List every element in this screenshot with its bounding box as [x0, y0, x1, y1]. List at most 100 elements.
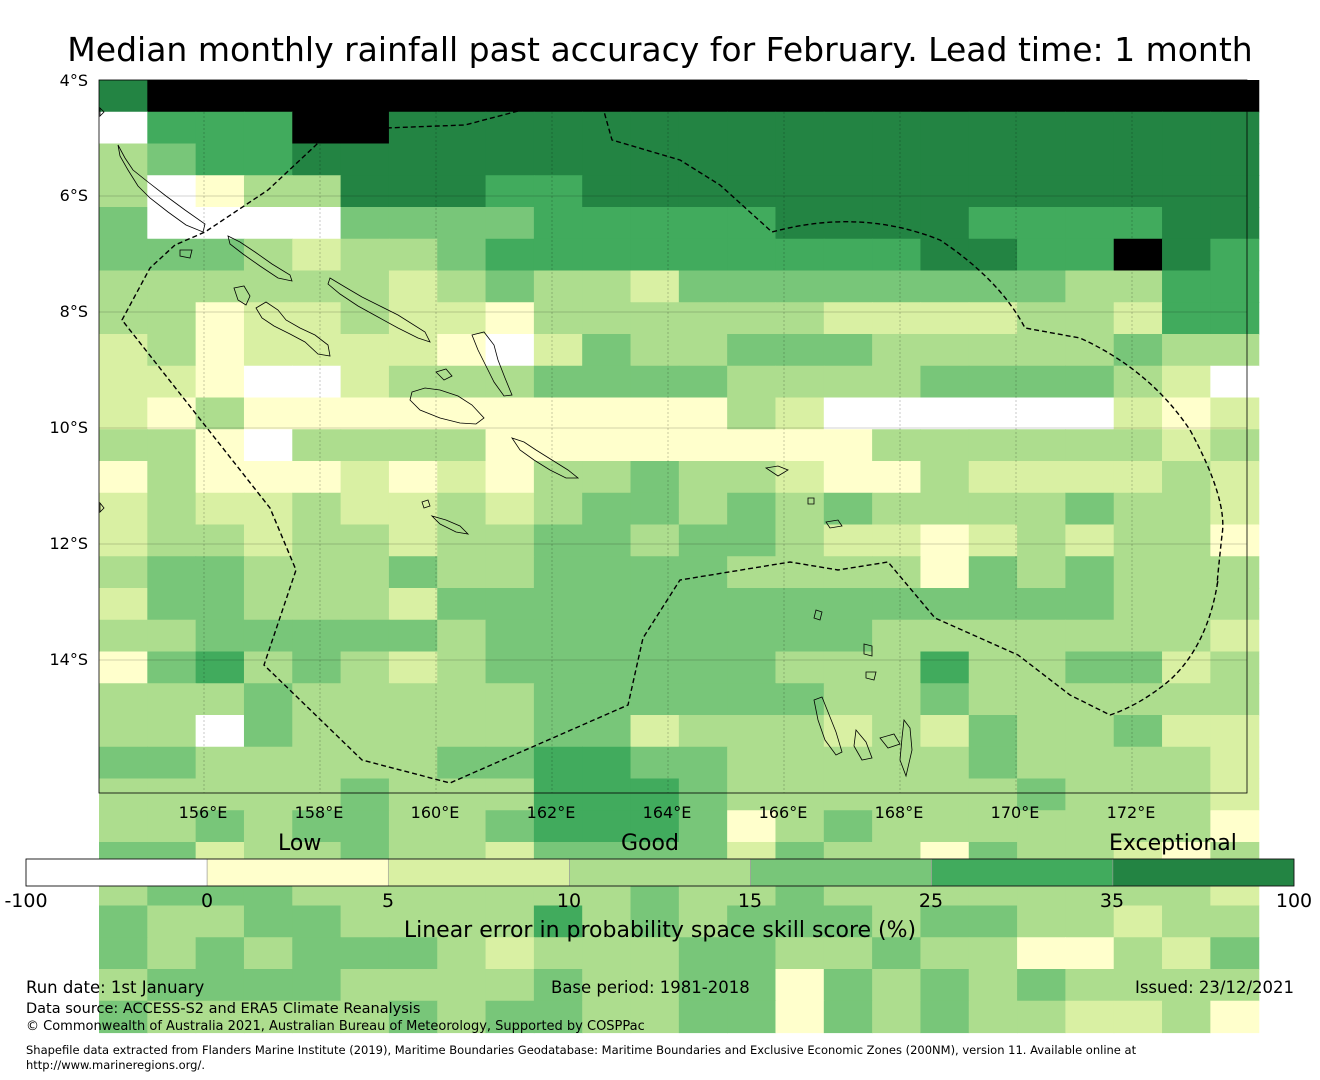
grid-cell — [678, 715, 728, 748]
grid-cell — [99, 461, 148, 494]
grid-cell — [147, 365, 197, 399]
grid-cell — [872, 397, 922, 430]
grid-cell — [1017, 683, 1066, 716]
grid-cell — [485, 683, 535, 716]
grid-cell — [582, 524, 632, 557]
grid-cell — [1162, 111, 1211, 145]
grid-cell — [292, 651, 342, 684]
grid-cell — [1113, 905, 1163, 938]
grid-cell — [630, 461, 680, 494]
grid-cell — [485, 365, 535, 399]
grid-cell — [1162, 588, 1211, 621]
grid-cell — [99, 492, 148, 526]
grid-cell — [630, 905, 680, 938]
grid-cell — [968, 270, 1018, 303]
grid-cell — [437, 937, 487, 970]
grid-cell — [775, 238, 825, 272]
grid-cell — [968, 334, 1018, 367]
grid-cell — [872, 111, 922, 145]
grid-cell — [1162, 207, 1211, 240]
grid-cell — [243, 207, 293, 240]
grid-cell — [1210, 619, 1260, 653]
grid-cell — [920, 429, 970, 462]
grid-cell — [340, 365, 390, 399]
grid-cell — [485, 524, 535, 557]
grid-cell — [340, 810, 390, 843]
grid-cell — [437, 683, 487, 716]
grid-cell — [99, 715, 148, 748]
grid-cell — [243, 683, 293, 716]
grid-cell — [485, 238, 535, 272]
grid-cell — [1162, 334, 1211, 367]
grid-cell — [1065, 619, 1115, 653]
grid-cell — [1162, 778, 1211, 811]
lon-label-172e: 172°E — [1106, 803, 1156, 822]
grid-cell — [292, 492, 342, 526]
grid-cell — [195, 80, 245, 113]
grid-cell — [1113, 429, 1163, 462]
grid-cell — [1065, 397, 1115, 430]
grid-cell — [1113, 397, 1163, 430]
colorbar-segment — [750, 858, 933, 887]
grid-cell — [99, 810, 148, 843]
grid-cell — [340, 334, 390, 367]
coastline-torres — [865, 671, 877, 681]
grid-cell — [775, 365, 825, 399]
grid-cell — [243, 905, 293, 938]
grid-cell — [99, 905, 148, 938]
grid-cell — [872, 778, 922, 811]
grid-cell — [1113, 969, 1163, 1002]
grid-cell — [243, 429, 293, 462]
coastline-ambae — [825, 519, 843, 529]
grid-cell — [292, 365, 342, 399]
coastline-espiritu-santo — [813, 696, 843, 756]
grid-cell — [1065, 143, 1115, 176]
grid-cell — [775, 111, 825, 145]
grid-cell — [1162, 651, 1211, 684]
grid-cell — [147, 746, 197, 780]
grid-cell — [968, 302, 1018, 335]
grid-cell — [533, 143, 583, 176]
grid-cell — [920, 397, 970, 430]
grid-cell — [872, 588, 922, 621]
grid-cell — [775, 905, 825, 938]
grid-cell — [678, 175, 728, 208]
grid-cell — [678, 270, 728, 303]
lon-label-156e: 156°E — [178, 803, 228, 822]
grid-cell — [1065, 111, 1115, 145]
grid-cell — [1113, 810, 1163, 843]
grid-cell — [533, 619, 583, 653]
grid-cell — [1162, 238, 1211, 272]
grid-cell — [195, 334, 245, 367]
grid-cell — [485, 619, 535, 653]
colorbar-outline — [25, 858, 1295, 887]
grid-cell — [292, 524, 342, 557]
grid-cell — [243, 461, 293, 494]
grid-cell — [388, 175, 438, 208]
grid-cell — [1210, 143, 1260, 176]
grid-cell — [388, 207, 438, 240]
colorbar-segment — [1112, 858, 1295, 887]
grid-cell — [775, 778, 825, 811]
grid-cell — [388, 270, 438, 303]
grid-cell — [388, 461, 438, 494]
lat-label-8s: 8°S — [59, 302, 88, 321]
grid-cell — [1065, 175, 1115, 208]
grid-cell — [195, 905, 245, 938]
grid-cell — [1017, 969, 1066, 1002]
grid-cell — [1017, 238, 1066, 272]
grid-cell — [147, 492, 197, 526]
grid-cell — [1113, 746, 1163, 780]
grid-cell — [437, 492, 487, 526]
grid-cell — [147, 619, 197, 653]
grid-cell — [968, 207, 1018, 240]
grid-cell — [582, 715, 632, 748]
grid-cell — [485, 969, 535, 1002]
grid-cell — [195, 302, 245, 335]
grid-cell — [727, 746, 777, 780]
grid-cell — [243, 80, 293, 113]
grid-cell — [582, 746, 632, 780]
grid-cell — [678, 302, 728, 335]
grid-cell — [485, 651, 535, 684]
grid-cell — [1113, 365, 1163, 399]
